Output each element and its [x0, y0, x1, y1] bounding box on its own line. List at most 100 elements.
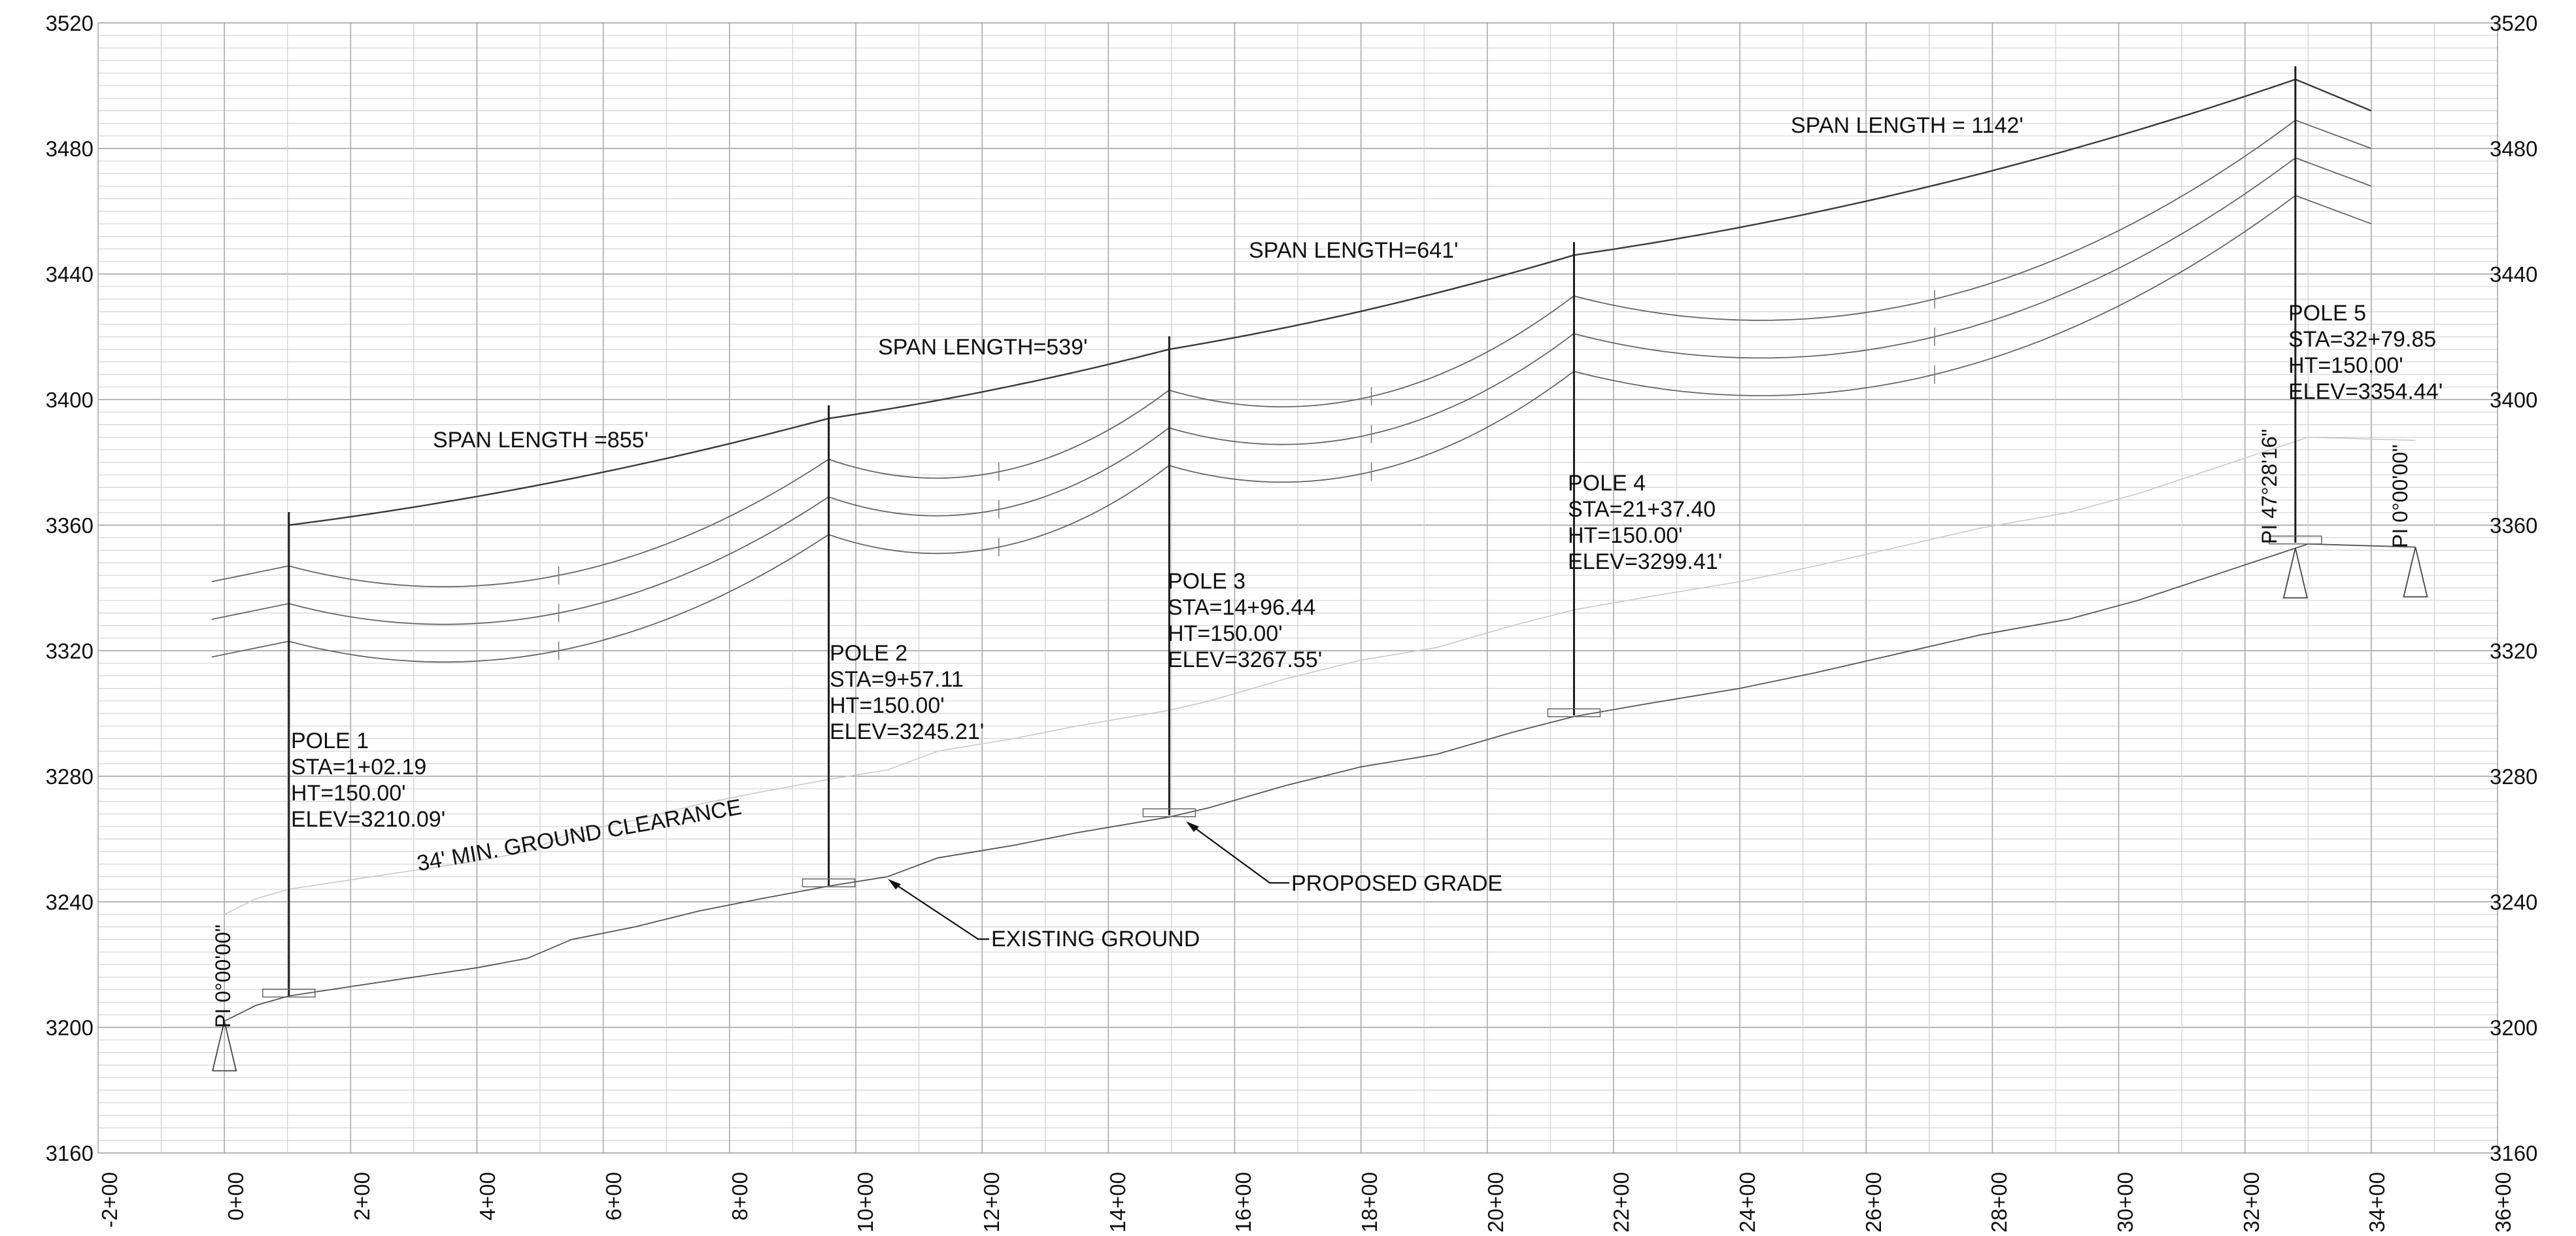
elevation-tick-label: 3200: [46, 1016, 93, 1040]
phase-conductor-stub: [211, 565, 289, 583]
elevation-tick-label: 3200: [2490, 1016, 2537, 1040]
proposed-grade-label: PROPOSED GRADE: [1291, 871, 1502, 896]
station-tick-label: 30+00: [2113, 1172, 2137, 1233]
pole-5-name: POLE 5: [2288, 301, 2366, 326]
elevation-axis-right: 3520 3480 3440 3400 3360 3320 3280 3240 …: [2490, 11, 2537, 1165]
elevation-tick-label: 3360: [46, 513, 93, 538]
elevation-tick-label: 3520: [2490, 11, 2537, 35]
pole-5-height: HT=150.00': [2288, 353, 2403, 378]
pole-3-height: HT=150.00': [1168, 621, 1283, 646]
station-tick-label: 0+00: [224, 1172, 248, 1220]
elevation-axis-left: 3520 3480 3440 3400 3360 3320 3280 3240 …: [46, 11, 93, 1165]
phase-conductor-stub: [2295, 119, 2372, 149]
elevation-tick-label: 3280: [2490, 764, 2537, 789]
clearance-line: [224, 436, 2416, 915]
elevation-tick-label: 3320: [46, 639, 93, 663]
elevation-tick-label: 3400: [2490, 388, 2537, 412]
pole-2-name: POLE 2: [830, 641, 907, 666]
station-tick-label: 24+00: [1735, 1172, 1759, 1233]
span-3-label: SPAN LENGTH=641': [1249, 238, 1459, 263]
pole-4-height: HT=150.00': [1568, 523, 1683, 548]
elevation-tick-label: 3520: [46, 11, 93, 35]
pole-4-elevation: ELEV=3299.41': [1568, 549, 1722, 574]
pole-base-pad: [1547, 708, 1601, 717]
pole-1-elevation: ELEV=3210.09': [291, 807, 445, 832]
elevation-tick-label: 3280: [46, 764, 93, 789]
pole-4-station: STA=21+37.40: [1568, 497, 1716, 522]
existing-ground-label: EXISTING GROUND: [991, 927, 1200, 952]
pole-3-label: POLE 3 STA=14+96.44 HT=150.00' ELEV=3267…: [1168, 569, 1322, 672]
station-tick-label: 20+00: [1483, 1172, 1508, 1233]
station-tick-label: 8+00: [728, 1172, 752, 1220]
static-wire: [1168, 254, 1574, 351]
phase-conductor-stub: [2295, 157, 2372, 187]
pole-5-label: POLE 5 STA=32+79.85 HT=150.00' ELEV=3354…: [2288, 301, 2443, 404]
pole-base-pad: [262, 988, 316, 998]
elevation-tick-label: 3480: [2490, 137, 2537, 161]
station-tick-label: 32+00: [2239, 1172, 2263, 1233]
elevation-tick-label: 3440: [2490, 262, 2537, 286]
pi-labels: PI 0°00'00" PI 47°28'16" PI 0°00'00": [211, 429, 2412, 1028]
pi-label-pole-5: PI 47°28'16": [2258, 429, 2281, 544]
station-tick-label: 16+00: [1231, 1172, 1255, 1233]
pole-1-label: POLE 1 STA=1+02.19 HT=150.00' ELEV=3210.…: [291, 729, 445, 832]
static-wire: [828, 349, 1170, 419]
station-tick-label: 26+00: [1861, 1172, 1886, 1233]
station-tick-label: 18+00: [1357, 1172, 1381, 1233]
proposed-grade-leader: [1186, 821, 1289, 884]
pole-3-name: POLE 3: [1168, 569, 1246, 594]
pi-label-start: PI 0°00'00": [211, 925, 235, 1028]
pole-4-name: POLE 4: [1568, 471, 1646, 496]
station-tick-label: 14+00: [1106, 1172, 1130, 1233]
station-tick-label: 4+00: [475, 1172, 500, 1220]
station-tick-label: 12+00: [979, 1172, 1004, 1233]
station-tick-label: 34+00: [2365, 1172, 2389, 1233]
pi-triangle: [2282, 548, 2308, 599]
pi-markers: [212, 547, 2428, 1072]
pole-2-station: STA=9+57.11: [830, 667, 964, 692]
station-tick-label: 28+00: [1987, 1172, 2011, 1233]
existing-ground-line: [224, 543, 2416, 1022]
phase-conductor-stub: [2295, 195, 2372, 225]
pole-3-elevation: ELEV=3267.55': [1168, 647, 1322, 672]
pole-1-height: HT=150.00': [291, 781, 406, 806]
phase-conductor-stub: [2295, 78, 2372, 112]
pole-2-height: HT=150.00': [830, 693, 945, 718]
pole-base-pad: [1142, 808, 1196, 817]
elevation-tick-label: 3160: [2490, 1141, 2537, 1165]
pole-5-elevation: ELEV=3354.44': [2288, 379, 2443, 404]
static-wire: [288, 417, 829, 526]
span-labels: SPAN LENGTH =855' SPAN LENGTH=539' SPAN …: [433, 113, 2024, 453]
pole-1-station: STA=1+02.19: [291, 755, 426, 780]
conductor-lines: [211, 78, 2372, 663]
span-1-label: SPAN LENGTH =855': [433, 428, 649, 453]
pole-5-station: STA=32+79.85: [2288, 327, 2436, 352]
existing-ground-leader: [888, 879, 989, 940]
pole-2-label: POLE 2 STA=9+57.11 HT=150.00' ELEV=3245.…: [830, 641, 984, 744]
pi-triangle: [212, 1021, 237, 1072]
pole-2-elevation: ELEV=3245.21': [830, 719, 984, 744]
pole-base-pad: [2269, 535, 2322, 545]
pole-structures: [262, 66, 2322, 998]
grid: [97, 22, 2498, 1154]
pole-1-name: POLE 1: [291, 729, 369, 753]
station-tick-label: -2+00: [97, 1172, 122, 1227]
elevation-tick-label: 3240: [2490, 890, 2537, 914]
station-tick-label: 2+00: [350, 1172, 374, 1220]
station-tick-label: 10+00: [853, 1172, 877, 1233]
station-axis: -2+00 0+00 2+00 4+00 6+00 8+00 10+00 12+…: [97, 1172, 2515, 1233]
phase-conductor-stub: [211, 640, 289, 658]
elevation-tick-label: 3240: [46, 890, 93, 914]
elevation-tick-label: 3320: [2490, 639, 2537, 663]
station-tick-label: 6+00: [602, 1172, 626, 1220]
elevation-tick-label: 3480: [46, 137, 93, 161]
elevation-tick-label: 3360: [2490, 513, 2537, 538]
span-2-label: SPAN LENGTH=539': [878, 335, 1088, 360]
station-tick-label: 22+00: [1609, 1172, 1633, 1233]
elevation-tick-label: 3400: [46, 388, 93, 412]
elevation-tick-label: 3440: [46, 262, 93, 286]
pi-triangle: [2403, 547, 2428, 598]
pole-base-pad: [802, 878, 856, 887]
elevation-tick-label: 3160: [46, 1141, 93, 1165]
